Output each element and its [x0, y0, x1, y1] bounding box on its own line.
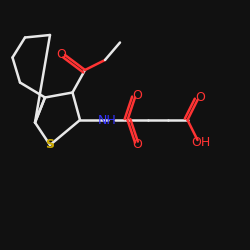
Text: O: O: [56, 48, 66, 62]
Text: S: S: [46, 138, 54, 151]
Text: OH: OH: [192, 136, 211, 149]
Text: O: O: [132, 138, 142, 151]
Text: O: O: [132, 88, 142, 102]
Text: NH: NH: [98, 114, 117, 126]
Text: O: O: [195, 91, 205, 104]
